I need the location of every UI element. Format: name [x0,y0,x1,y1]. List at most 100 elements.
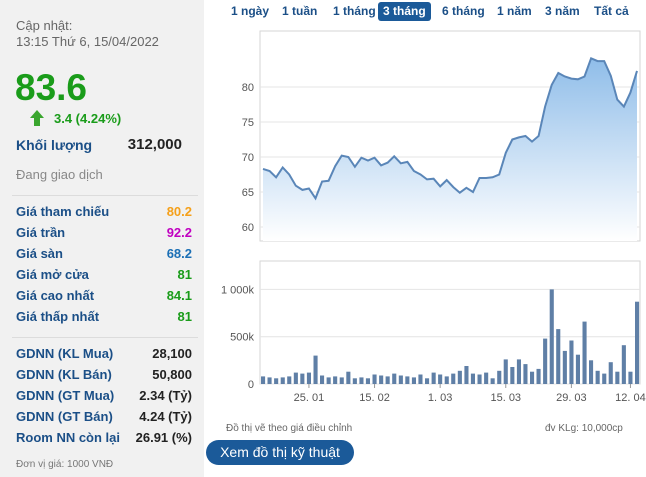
price-row-value: 80.2 [166,204,192,219]
price-row-label: Giá trần [16,225,66,240]
foreign-row-buy-value: GDNN (GT Mua) 2.34 (Tỷ) [16,388,192,408]
x-axis-tick-label: 1. 03 [428,392,452,404]
volume-bar [339,377,344,384]
volume-bar [333,376,338,384]
volume-bar [477,374,482,384]
price-row-ceiling: Giá trần 92.2 [16,225,192,245]
foreign-row-label: GDNN (GT Mua) [16,388,115,403]
volume-bar [320,375,325,384]
price-line [262,56,638,201]
volume-bar [608,362,613,384]
volume-bar [562,350,567,384]
foreign-row-label: Room NN còn lại [16,430,121,445]
volume-bar [451,373,456,384]
volume-tick-label: 1 000k [221,284,255,296]
volume-bar [536,368,541,384]
volume-bar [405,376,410,384]
trading-status: Đang giao dịch [16,167,103,182]
volume-bar [503,359,508,384]
price-row-open: Giá mở cửa 81 [16,267,192,287]
volume-bar [628,371,633,384]
volume-bar [379,375,384,384]
volume-bar [444,376,449,384]
volume-bar [615,371,620,384]
price-unit-note: Đơn vị giá: 1000 VNĐ [16,459,114,470]
tab-3-years[interactable]: 3 năm [545,4,580,18]
volume-bar [326,377,331,384]
price-row-label: Giá tham chiếu [16,204,110,219]
volume-bar [385,376,390,384]
volume-bar [365,378,370,384]
price-row-label: Giá cao nhất [16,288,95,303]
price-row-reference: Giá tham chiếu 80.2 [16,204,192,224]
foreign-row-value: 4.24 (Tỷ) [139,409,192,424]
foreign-row-value: 2.34 (Tỷ) [139,388,192,403]
volume-value: 312,000 [127,136,182,153]
tab-all[interactable]: Tất cả [594,4,629,18]
price-area [263,58,637,241]
divider [12,195,198,196]
volume-bar [575,354,580,384]
volume-bar [556,329,561,384]
current-price: 83.6 [15,67,88,108]
volume-tick-label: 500k [230,332,254,344]
price-change: 3.4 (4.24%) [54,111,122,126]
price-row-value: 81 [177,309,192,324]
volume-bar [490,378,495,384]
volume-bar [287,376,292,384]
price-row-high: Giá cao nhất 84.1 [16,288,192,308]
volume-bar [635,301,640,384]
price-tick-label: 80 [242,82,254,94]
price-row-floor: Giá sàn 68.2 [16,246,192,266]
volume-bar [411,377,416,384]
volume-bar [464,366,469,384]
price-row-value: 84.1 [166,288,192,303]
technical-chart-button[interactable]: Xem đồ thị kỹ thuật [206,440,354,465]
foreign-row-label: GDNN (GT Bán) [16,409,113,424]
price-row-label: Giá thấp nhất [16,309,100,324]
volume-bar [293,372,298,384]
tab-6-months[interactable]: 6 tháng [442,4,485,18]
price-row-low: Giá thấp nhất 81 [16,309,192,329]
volume-bar [313,355,318,384]
chart-note: Đồ thị vẽ theo giá điều chỉnh [226,423,353,434]
volume-bar [418,374,423,384]
price-row-value: 81 [177,267,192,282]
volume-bar [510,367,515,384]
volume-bar [398,375,403,384]
divider [12,337,198,338]
volume-bar [602,373,607,384]
volume-bar [589,360,594,384]
volume-bar [530,371,535,384]
volume-label: Khối lượng [16,137,93,153]
volume-bar [523,364,528,384]
tab-3-months[interactable]: 3 tháng [378,2,431,21]
volume-bar [543,338,548,384]
tab-1-year[interactable]: 1 năm [497,4,532,18]
arrow-up-icon [30,110,44,126]
price-row-label: Giá sàn [16,246,63,261]
volume-bar [425,378,430,384]
price-tick-label: 60 [242,222,254,234]
volume-bar [484,372,489,384]
volume-bar [300,373,305,384]
volume-bar [431,372,436,384]
tab-1-month[interactable]: 1 tháng [333,4,376,18]
volume-bar [280,377,285,384]
price-volume-chart: 60 65 70 75 80 0 500k 1 000k 25. 01 15. 02 1. 03 15… [221,30,646,404]
tab-1-week[interactable]: 1 tuần [282,4,318,18]
volume-bar [457,370,462,384]
foreign-row-label: GDNN (KL Bán) [16,367,112,382]
volume-bar [261,376,266,384]
tab-1-day[interactable]: 1 ngày [231,4,270,18]
volume-bar [497,370,502,384]
volume-bar [582,321,587,384]
foreign-row-value: 50,800 [152,367,192,382]
volume-bar [392,373,397,384]
foreign-row-sell-value: GDNN (GT Bán) 4.24 (Tỷ) [16,409,192,429]
foreign-row-room: Room NN còn lại 26.91 (%) [16,430,192,450]
foreign-row-value: 26.91 (%) [135,430,192,445]
volume-bar [569,340,574,384]
volume-bar [470,373,475,384]
price-tick-label: 75 [242,117,254,129]
